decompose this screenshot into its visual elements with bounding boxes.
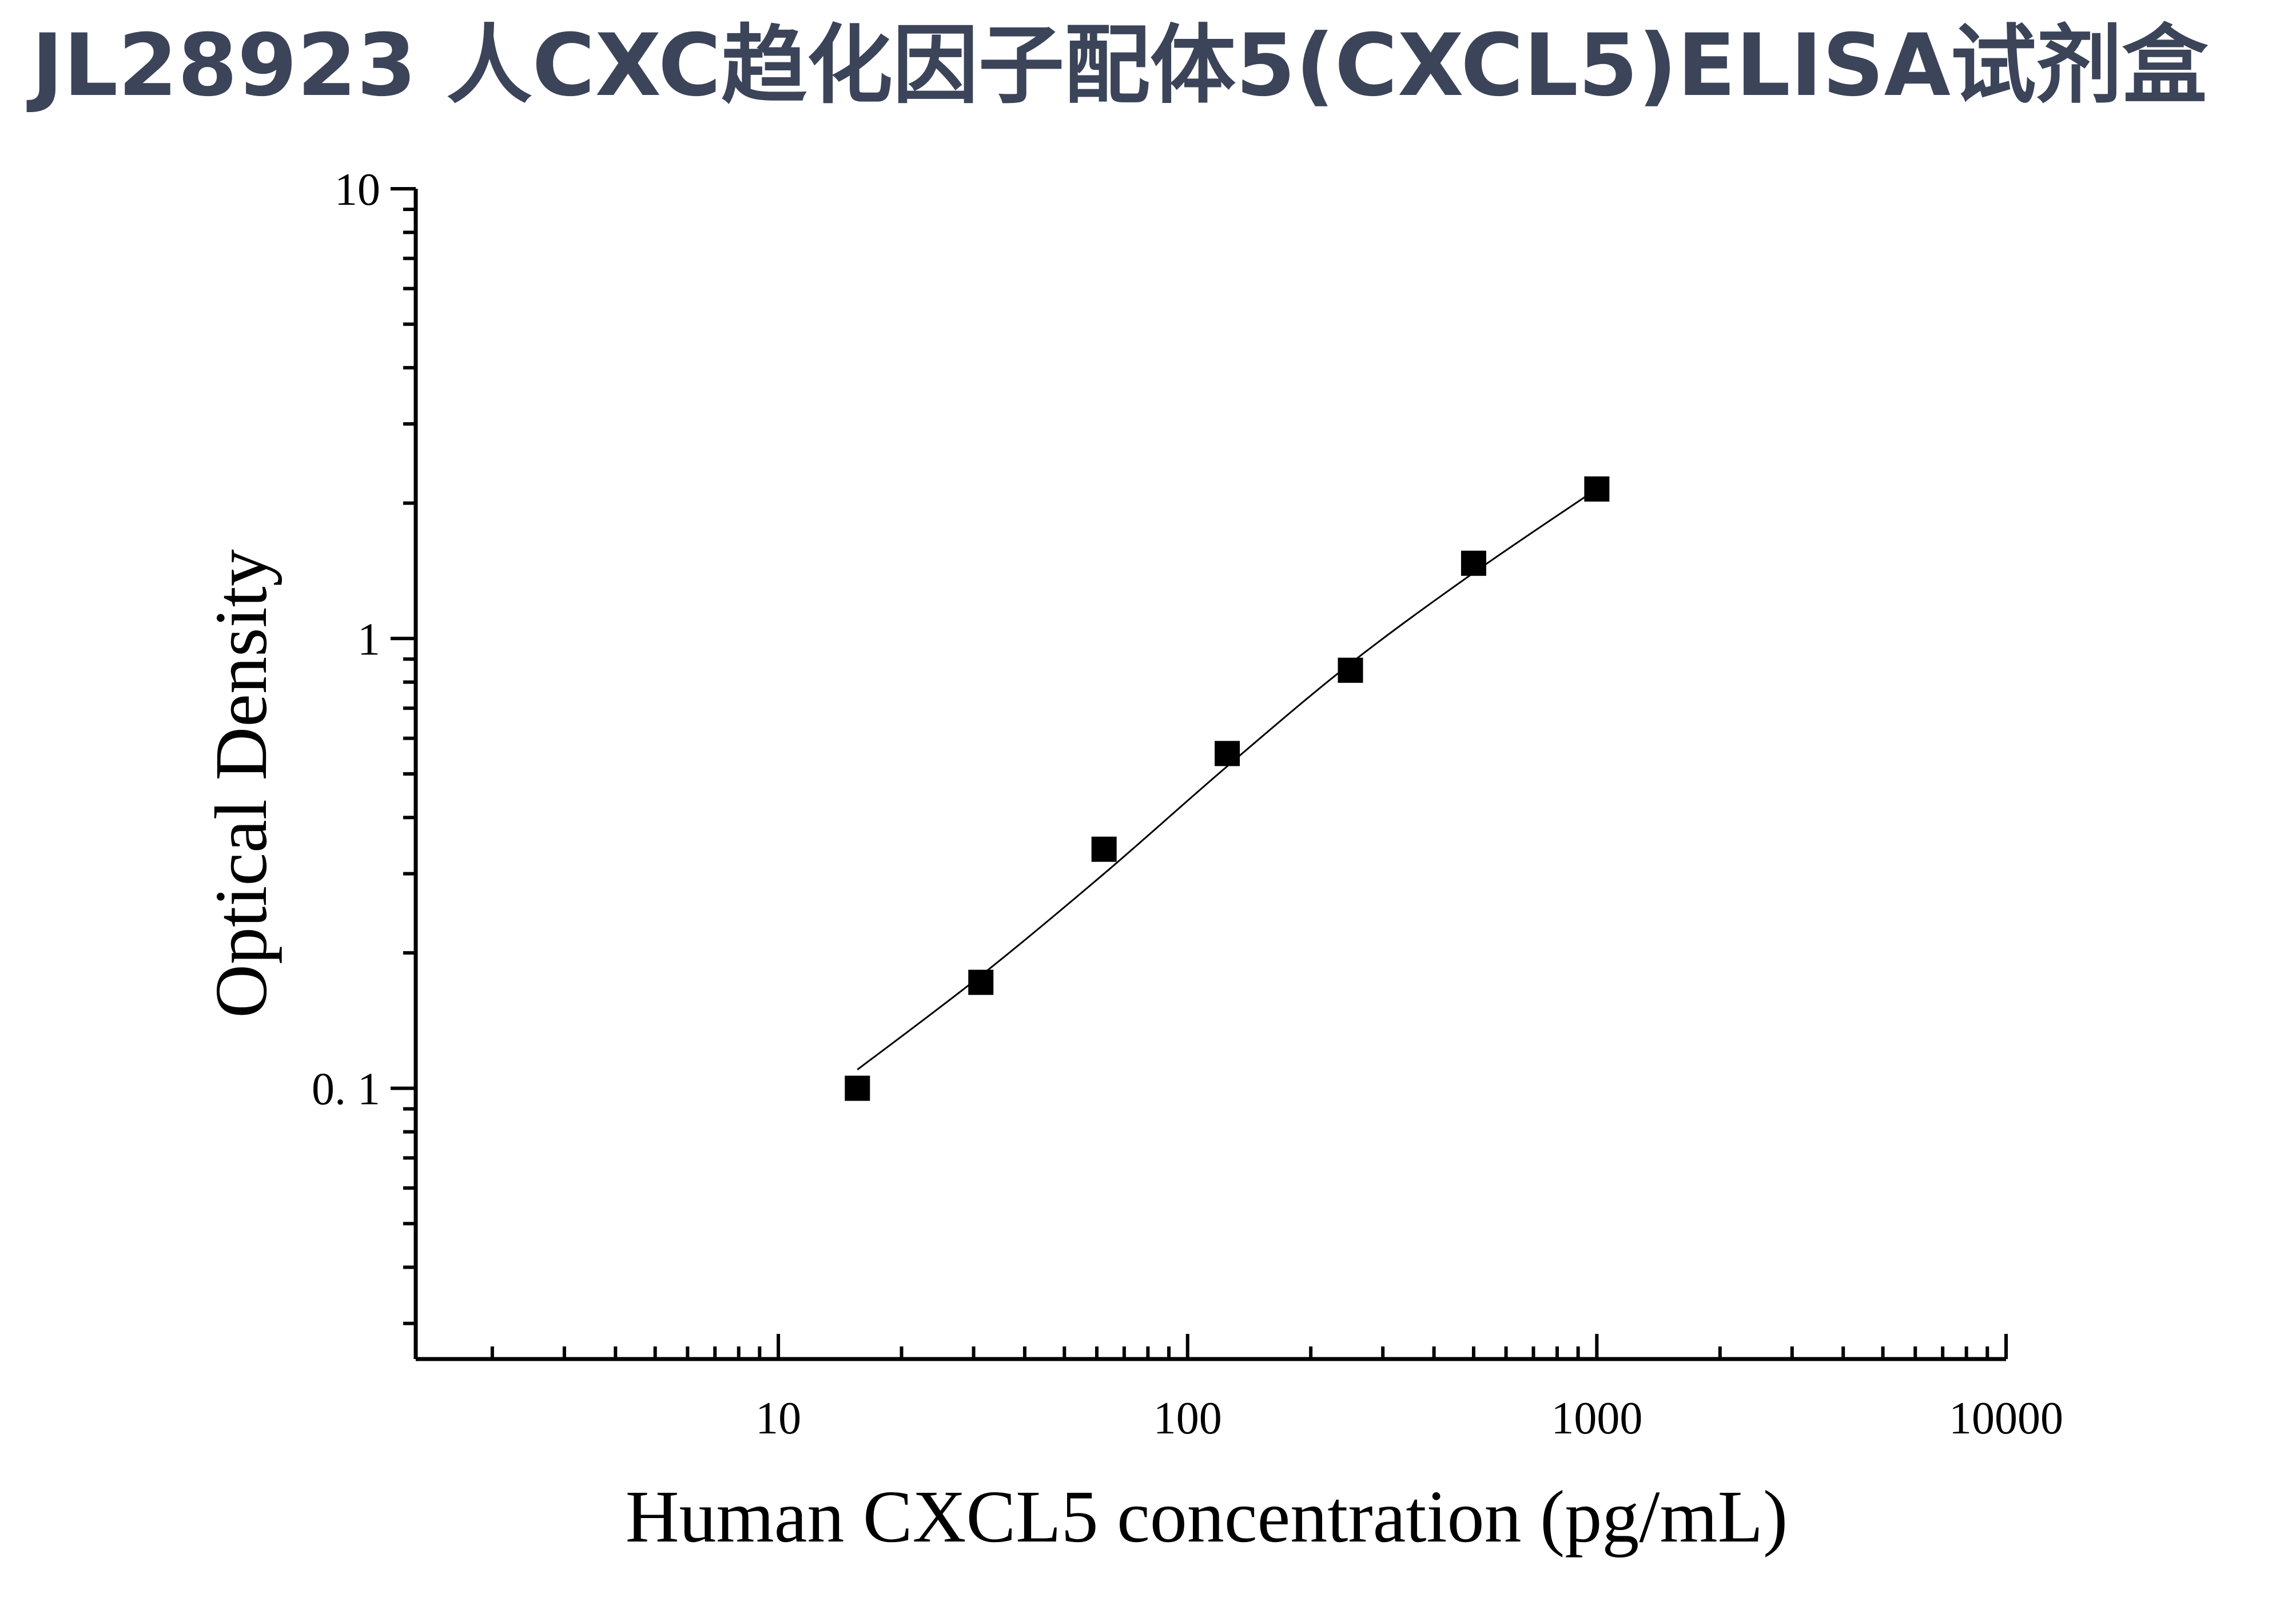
data-point: [1091, 836, 1117, 862]
y-tick-label: 0. 1: [312, 1064, 380, 1115]
x-axis-label: Human CXCL5 concentration (pg/mL): [626, 1476, 1788, 1558]
data-point: [1461, 550, 1486, 576]
y-tick-label: 1: [357, 614, 380, 665]
data-point: [845, 1075, 870, 1101]
x-tick-label: 10000: [1949, 1393, 2063, 1444]
axes: [413, 189, 2006, 1361]
data-point: [1584, 476, 1610, 502]
x-tick-label: 100: [1153, 1393, 1222, 1444]
tick-labels: 10 100 1000 10000 0. 1 1 10: [312, 165, 2063, 1444]
data-points: [845, 476, 1610, 1101]
axis-ticks: [391, 187, 2008, 1359]
y-tick-label: 10: [335, 165, 380, 215]
data-point: [968, 970, 994, 995]
y-axis-label: Optical Density: [200, 549, 282, 1018]
data-point: [1338, 657, 1363, 683]
x-tick-label: 10: [755, 1393, 801, 1444]
x-tick-label: 1000: [1551, 1393, 1642, 1444]
data-point: [1215, 741, 1240, 766]
page-title: JL28923 人CXC趋化因子配体5(CXCL5)ELISA试剂盒: [31, 16, 2208, 116]
